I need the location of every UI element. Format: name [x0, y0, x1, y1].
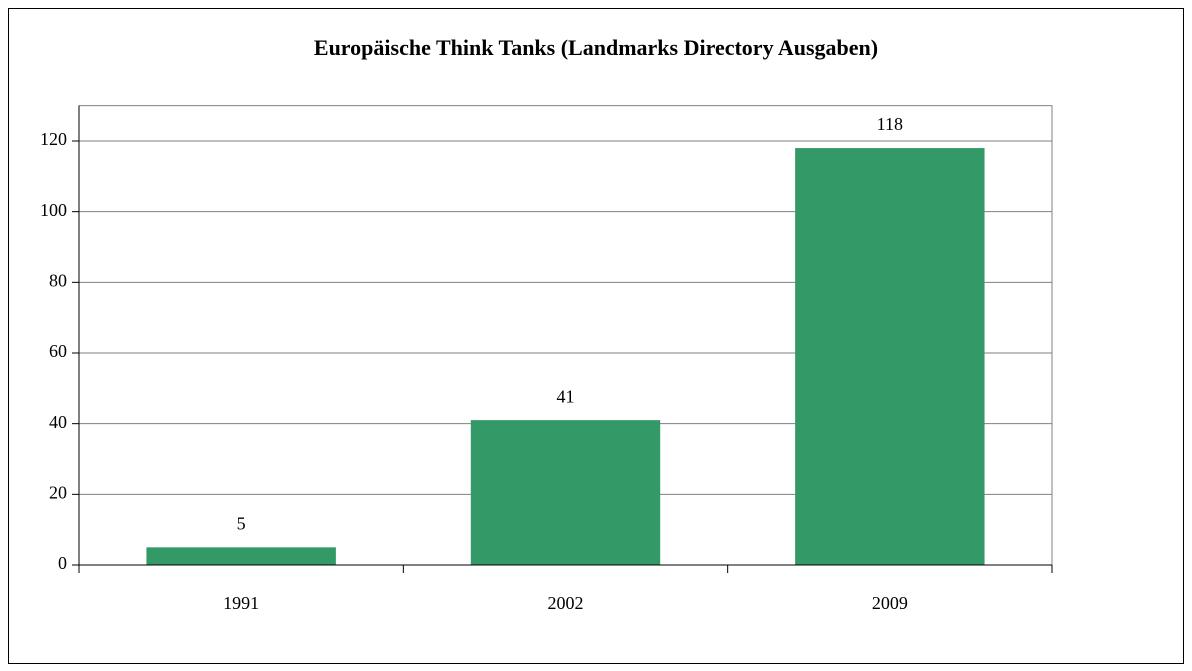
y-tick-label: 100: [40, 200, 67, 220]
value-label: 118: [877, 114, 903, 134]
y-tick-label: 80: [49, 270, 67, 290]
y-tick-label: 20: [49, 482, 67, 502]
y-tick-label: 40: [49, 412, 67, 432]
bar: [470, 420, 661, 565]
bar: [795, 148, 985, 566]
value-label: 41: [557, 386, 575, 406]
y-tick-label: 60: [49, 341, 67, 361]
x-tick-label: 2009: [872, 593, 908, 613]
x-tick-label: 1991: [223, 593, 259, 613]
chart-title: Europäische Think Tanks (Landmarks Direc…: [314, 35, 878, 60]
x-tick-label: 2002: [548, 593, 584, 613]
y-tick-label: 120: [40, 129, 67, 149]
y-tick-label: 0: [58, 553, 67, 573]
bar: [146, 547, 336, 565]
value-label: 5: [237, 513, 246, 533]
